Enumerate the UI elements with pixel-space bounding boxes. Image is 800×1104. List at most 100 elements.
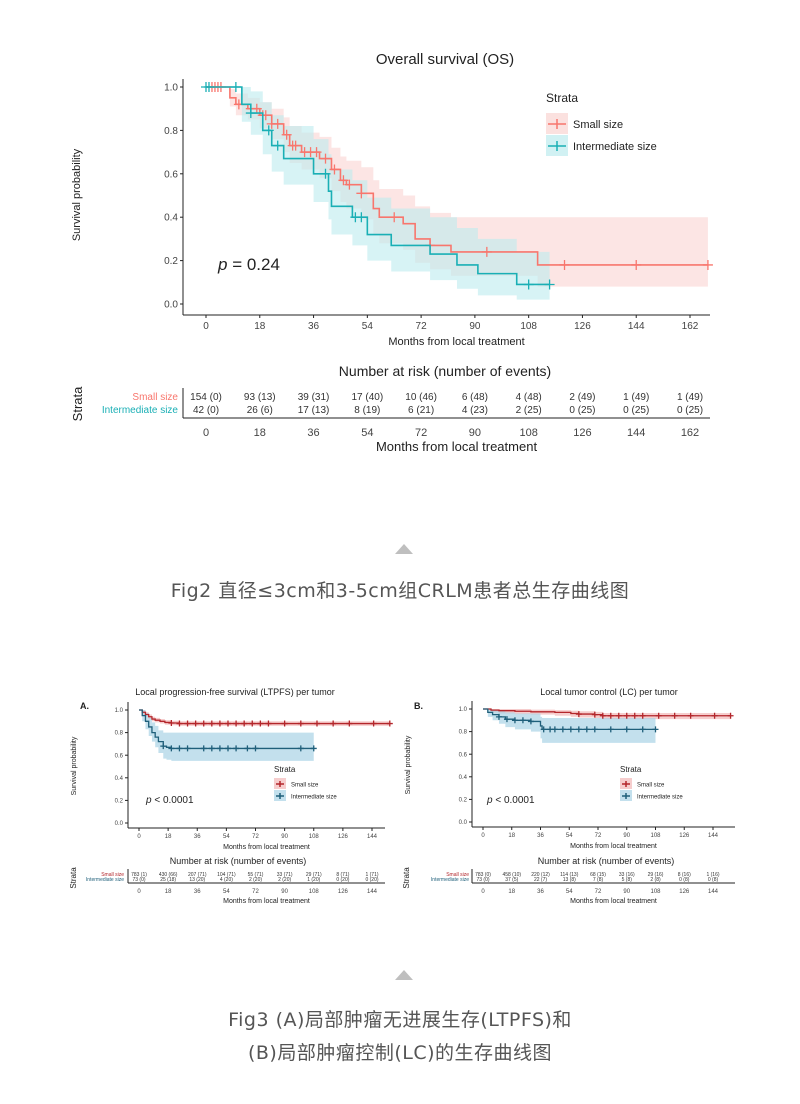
risk-table-cell: 29 (71) [306, 872, 322, 878]
x-tick-label: 72 [595, 833, 602, 839]
y-tick-label: 0.2 [459, 798, 468, 804]
legend-title: Strata [546, 91, 578, 105]
risk-table-cell: 0 (20) [365, 877, 378, 883]
risk-table-title: Number at risk (number of events) [170, 856, 307, 866]
risk-table-x-tick-label: 90 [469, 427, 481, 439]
risk-table-cell: 1 (20) [307, 877, 320, 883]
risk-table-cell: 68 (15) [590, 872, 606, 878]
risk-table-cell: 8 (71) [336, 872, 349, 878]
y-tick-label: 0.8 [164, 126, 178, 137]
risk-table-x-tick-label: 18 [165, 889, 172, 895]
risk-table-x-tick-label: 126 [573, 427, 591, 439]
censor-mark [523, 279, 534, 290]
risk-table-strata-label: Strata [69, 867, 78, 889]
censor-mark [224, 720, 231, 727]
censor-mark [216, 745, 223, 752]
y-tick-label: 0.8 [115, 731, 124, 737]
risk-table-x-axis-label: Months from local treatment [223, 898, 310, 905]
x-tick-label: 0 [137, 834, 141, 840]
risk-table-row-label: Intermediate size [86, 877, 124, 883]
confidence-band [483, 709, 656, 743]
censor-mark [711, 712, 718, 719]
censor-mark [356, 188, 367, 199]
censor-mark [519, 717, 526, 724]
p-value-annotation: p < 0.0001 [486, 795, 535, 806]
risk-table-x-tick-label: 126 [679, 889, 690, 895]
risk-table-strata-label: Strata [70, 386, 85, 421]
censor-mark [244, 745, 251, 752]
p-value-annotation: p < 0.0001 [145, 795, 194, 806]
censor-mark [200, 745, 207, 752]
risk-table-cell: 2 (25) [516, 405, 542, 416]
legend-entry: Small size [291, 782, 319, 788]
risk-table-cell: 13 (20) [189, 877, 205, 883]
y-axis-label: Survival probability [71, 148, 83, 241]
risk-table-cell: 207 (71) [188, 872, 207, 878]
risk-table-x-tick-label: 144 [367, 889, 378, 895]
risk-table-cell: 17 (13) [298, 405, 330, 416]
censor-mark [233, 745, 240, 752]
censor-mark [208, 745, 215, 752]
risk-table-x-axis-label: Months from local treatment [376, 439, 538, 454]
censor-mark [203, 82, 214, 92]
x-tick-label: 126 [574, 321, 591, 332]
x-tick-label: 144 [367, 834, 378, 840]
legend-entry: Intermediate size [573, 141, 657, 153]
legend-key-icon [548, 141, 566, 151]
censor-mark [208, 720, 215, 727]
confidence-band [139, 710, 314, 761]
risk-table-cell: 458 (10) [502, 872, 521, 878]
risk-table-cell: 783 (1) [131, 872, 147, 878]
risk-table-cell: 1 (16) [706, 872, 719, 878]
y-tick-label: 0.4 [459, 775, 468, 781]
risk-table-row-label: Small size [446, 872, 469, 878]
censor-mark [290, 140, 301, 151]
risk-table-x-tick-label: 72 [595, 889, 602, 895]
censor-mark [639, 712, 646, 719]
censor-mark [551, 726, 558, 733]
censor-mark [252, 745, 259, 752]
risk-table-cell: 4 (48) [516, 392, 542, 403]
p-value-annotation: p = 0.24 [217, 255, 280, 274]
risk-table-cell: 8 (16) [678, 872, 691, 878]
risk-table-row-label: Intermediate size [102, 405, 179, 416]
y-tick-label: 0.6 [164, 169, 178, 180]
y-axis-label: Survival probability [71, 736, 78, 795]
risk-table-cell: 104 (71) [217, 872, 236, 878]
censor-mark [631, 259, 642, 270]
panel-label: B. [414, 701, 423, 711]
censor-mark [567, 726, 574, 733]
y-tick-label: 0.2 [164, 256, 178, 267]
censor-mark [263, 125, 274, 136]
risk-table-row-label: Intermediate size [431, 877, 469, 883]
censor-mark [230, 82, 241, 92]
censor-mark [200, 720, 207, 727]
x-axis-label: Months from local treatment [223, 844, 310, 851]
risk-table-x-tick-label: 0 [203, 427, 209, 439]
legend-key-icon [622, 793, 630, 799]
censor-mark [297, 720, 304, 727]
censor-mark [184, 720, 191, 727]
x-tick-label: 72 [252, 834, 259, 840]
risk-table-cell: 2 (49) [569, 392, 595, 403]
y-tick-label: 0.0 [115, 821, 124, 827]
chart-title: Local progression-free survival (LTPFS) … [135, 687, 334, 697]
censor-mark [727, 712, 734, 719]
censor-mark [329, 164, 340, 175]
risk-table-cell: 430 (66) [159, 872, 178, 878]
risk-table-title: Number at risk (number of events) [339, 363, 551, 379]
censor-mark [607, 726, 614, 733]
censor-mark [313, 720, 320, 727]
legend-key-icon [548, 119, 566, 129]
censor-mark [320, 153, 331, 164]
confidence-band [206, 87, 550, 300]
censor-mark [251, 103, 262, 114]
x-tick-label: 0 [203, 321, 209, 332]
censor-mark [615, 712, 622, 719]
censor-mark [311, 147, 322, 158]
censor-mark [297, 745, 304, 752]
censor-mark [249, 720, 256, 727]
risk-table-x-tick-label: 54 [223, 889, 230, 895]
survival-curve [139, 709, 314, 750]
